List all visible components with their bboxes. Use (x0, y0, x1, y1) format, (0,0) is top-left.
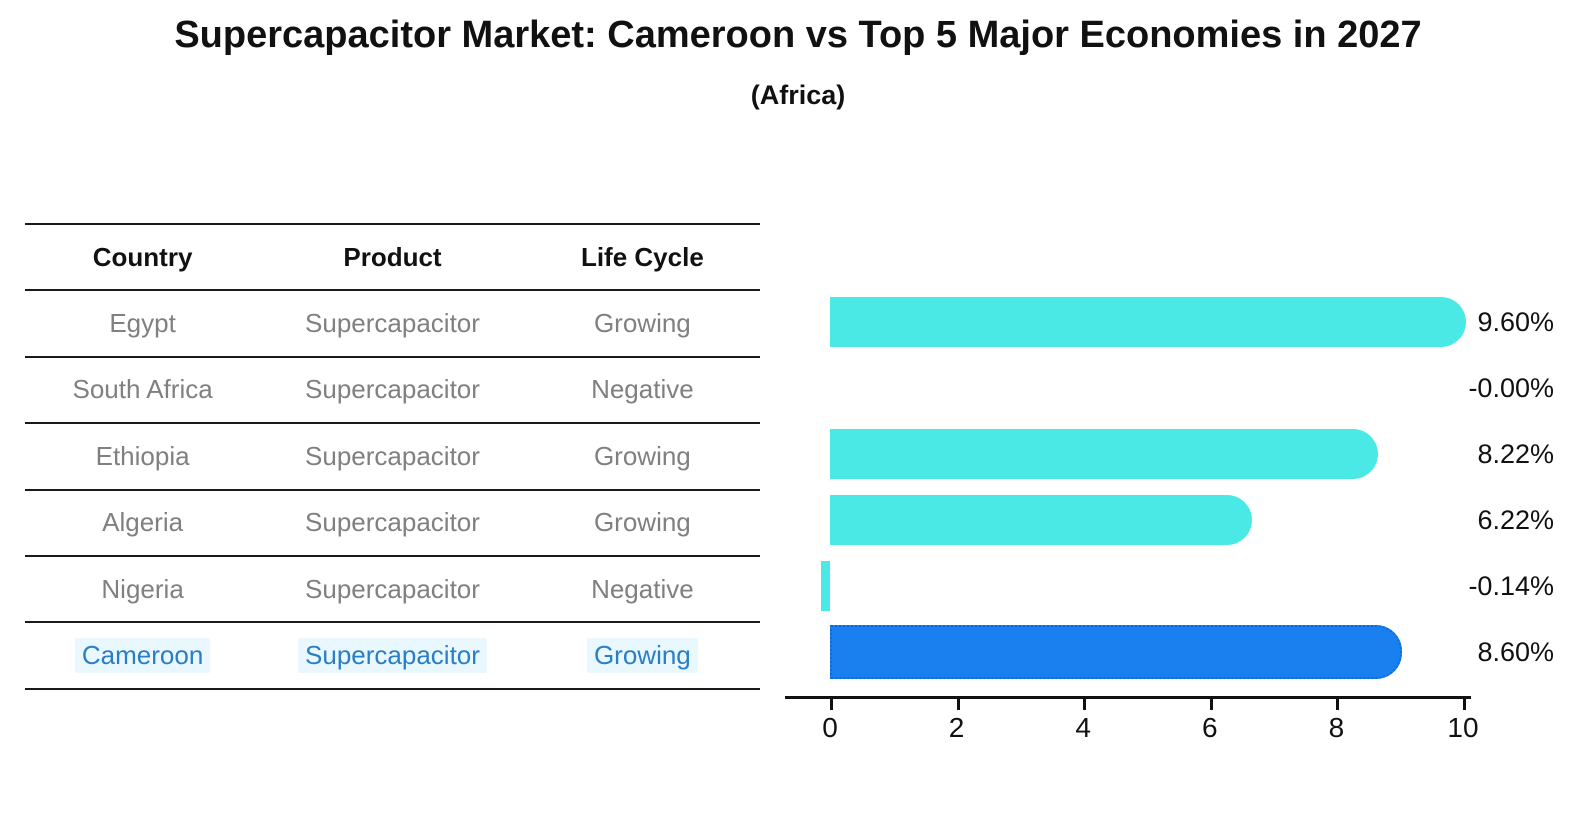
country-cell: Nigeria (101, 573, 184, 604)
table-row-ethiopia: Ethiopia Supercapacitor Growing (25, 422, 760, 488)
table-row-cameroon: Cameroon Supercapacitor Growing (25, 621, 760, 687)
value-label-south-africa: -0.00% (1468, 373, 1554, 403)
table-row-nigeria: Nigeria Supercapacitor Negative (25, 554, 760, 621)
column-header-product: Product (343, 241, 442, 272)
table-row-algeria: Algeria Supercapacitor Growing (25, 488, 760, 555)
country-cell: Ethiopia (95, 440, 190, 471)
x-axis-tick (1336, 699, 1340, 710)
bar-ethiopia (830, 429, 1379, 479)
country-cell: Egypt (109, 308, 176, 339)
life-cycle-cell-highlighted: Growing (525, 638, 760, 674)
x-tick-label: 2 (948, 712, 965, 743)
data-table: Country Product Life Cycle Egypt Superca… (25, 223, 760, 690)
bar-algeria (830, 495, 1252, 545)
value-label-algeria: 6.22% (1477, 505, 1554, 535)
life-cycle-cell: Growing (593, 440, 691, 471)
bar-egypt (830, 297, 1466, 347)
bar-nigeria (821, 561, 830, 611)
value-label-egypt: 9.60% (1477, 307, 1554, 337)
column-header-country: Country (92, 241, 193, 272)
page-subtitle: (Africa) (750, 80, 846, 110)
life-cycle-cell: Growing (593, 308, 691, 339)
product-cell: Supercapacitor (305, 440, 480, 471)
column-header-life-cycle: Life Cycle (580, 241, 704, 272)
bar-cameroon (830, 625, 1403, 679)
x-axis-tick (956, 699, 960, 710)
x-axis-tick (1463, 699, 1466, 710)
x-tick-label: 6 (1202, 712, 1218, 743)
product-cell: Supercapacitor (305, 374, 480, 405)
life-cycle-cell: Negative (591, 573, 694, 604)
value-label-cameroon: 8.60% (1477, 637, 1554, 667)
value-label-nigeria: -0.14% (1468, 571, 1554, 601)
table-row-south-africa: South Africa Supercapacitor Negative (25, 355, 760, 422)
page-title: Supercapacitor Market: Cameroon vs Top 5… (174, 14, 1422, 56)
life-cycle-cell: Negative (591, 374, 694, 405)
x-tick-label: 10 (1447, 712, 1479, 743)
country-cell: Algeria (102, 507, 184, 538)
country-cell-highlighted: Cameroon (25, 638, 260, 674)
product-cell: Supercapacitor (305, 308, 480, 339)
x-tick-label: 8 (1328, 712, 1345, 743)
product-cell: Supercapacitor (305, 573, 480, 604)
table-row-egypt: Egypt Supercapacitor Growing (25, 289, 760, 355)
x-axis-tick (830, 699, 833, 710)
value-label-ethiopia: 8.22% (1477, 439, 1554, 469)
product-cell: Supercapacitor (305, 507, 480, 538)
x-tick-label: 0 (822, 712, 838, 743)
x-axis-tick (1083, 699, 1087, 710)
product-cell-highlighted: Supercapacitor (260, 638, 525, 674)
x-tick-label: 4 (1075, 712, 1091, 743)
life-cycle-cell: Growing (593, 507, 691, 538)
country-cell: South Africa (72, 374, 213, 405)
table-header-row: Country Product Life Cycle (25, 223, 760, 289)
x-axis-tick (1209, 699, 1213, 710)
x-axis-line (785, 696, 1471, 699)
